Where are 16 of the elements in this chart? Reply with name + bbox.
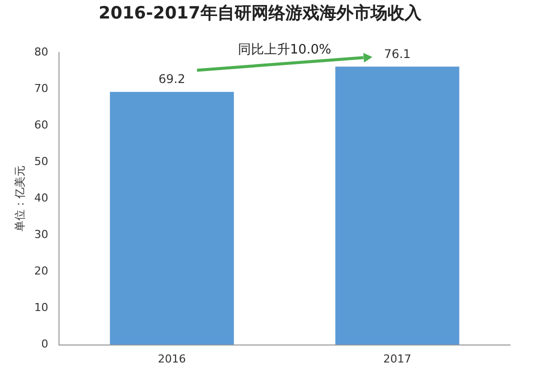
y-axis-title: 单位：亿美元 [13, 166, 26, 232]
y-tick-label: 30 [34, 228, 48, 242]
y-tick-label: 0 [41, 338, 48, 351]
chart-title: 2016-2017年自研网络游戏海外市场收入 [98, 4, 422, 24]
y-tick-label: 80 [34, 45, 48, 58]
data-label: 69.2 [158, 72, 186, 86]
y-tick-label: 70 [34, 82, 48, 95]
y-tick-label: 20 [34, 264, 48, 278]
annotation: 同比上升10.0% [238, 42, 332, 58]
y-tick-label: 50 [34, 154, 48, 168]
y-tick-label: 40 [34, 191, 48, 204]
x-tick-label: 2017 [383, 352, 412, 366]
data-label: 76.1 [384, 46, 411, 61]
y-tick-label: 10 [34, 301, 48, 314]
y-tick-label: 60 [34, 118, 48, 132]
x-tick-label: 2016 [158, 352, 186, 366]
